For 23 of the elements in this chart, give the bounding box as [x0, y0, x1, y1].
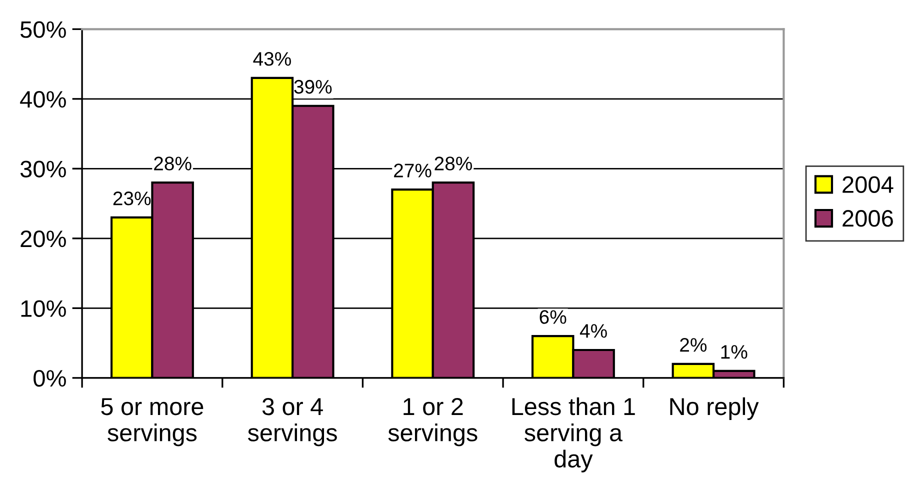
x-tick-label: No reply [670, 397, 759, 420]
legend-label: 2004 [842, 176, 894, 193]
y-tick-label: 20% [20, 230, 66, 248]
y-tick-label: 10% [21, 300, 66, 317]
y-tick-label: 50% [20, 21, 66, 38]
data-label: 6% [540, 310, 566, 324]
data-label: 43% [253, 52, 291, 66]
data-label: 2% [680, 338, 707, 352]
data-label: 28% [154, 156, 192, 170]
data-label: 28% [434, 156, 472, 170]
x-tick-label: 3 or 4 servings [248, 398, 337, 446]
x-tick-label: 1 or 2 servings [388, 398, 478, 446]
data-label: 1% [721, 345, 748, 359]
x-tick-label: Less than 1 serving a day [512, 397, 635, 472]
y-tick-label: 0% [34, 370, 66, 387]
data-label: 39% [294, 80, 332, 94]
y-tick-label: 30% [20, 160, 66, 178]
data-label: 23% [113, 192, 151, 206]
data-label: 27% [394, 164, 432, 178]
x-tick-label: 5 or more servings [101, 398, 204, 446]
legend-label: 2006 [842, 210, 893, 227]
y-tick-label: 40% [20, 90, 66, 108]
data-label: 4% [580, 324, 607, 338]
